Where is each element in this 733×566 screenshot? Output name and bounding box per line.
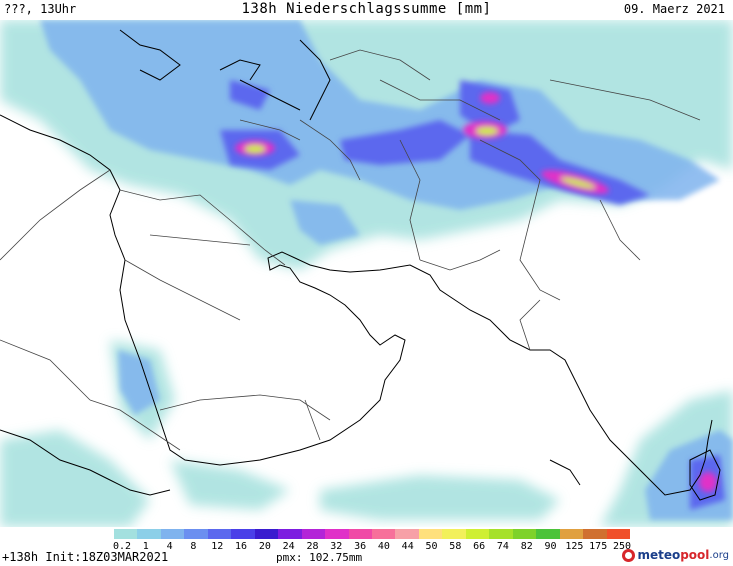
logo-text-org: .org [709,549,729,561]
max-precip-label: pmx: 102.75mm [276,551,363,564]
scale-tick-label: 40 [377,541,390,552]
precip-scale-labels: 0.2 1 4 8 12 16 20 24 28 32 36 40 44 50 58 66 74 82 90 125 1… [112,541,632,553]
scale-swatch [606,529,630,539]
valid-time-label: ???, 13Uhr [4,2,77,16]
scale-tick-label: 58 [449,541,462,552]
scale-tick-label: 82 [520,541,533,552]
map-header: ???, 13Uhr 138h Niederschlagssumme [mm] … [0,0,733,20]
scale-swatch [137,529,161,539]
scale-swatch [371,529,396,539]
scale-tick-label: 175 [589,541,608,552]
scale-tick-label: 36 [354,541,367,552]
scale-tick-label: 32 [330,541,343,552]
scale-tick-label: 16 [235,541,248,552]
scale-tick-label: 0.2 [112,541,132,552]
logo-text-pool: pool [680,548,710,562]
precip-color-scale [114,529,630,539]
scale-swatch [254,529,279,539]
logo-text-meteo: meteo [637,548,681,562]
scale-swatch [418,529,443,539]
scale-swatch [231,529,255,539]
scale-tick-label: 66 [473,541,486,552]
scale-swatch [395,529,419,539]
scale-swatch [114,529,138,539]
map-canvas [0,20,733,527]
scale-swatch [465,529,490,539]
scale-swatch [489,529,513,539]
scale-tick-label: 125 [565,541,584,552]
scale-swatch [184,529,208,539]
scale-swatch [160,529,185,539]
scale-tick-label: 8 [190,541,197,552]
scale-swatch [559,529,584,539]
scale-swatch [442,529,466,539]
scale-swatch [512,529,537,539]
scale-tick-label: 250 [612,541,632,552]
precip-intense [235,92,717,492]
scale-tick-label: 1 [142,541,149,552]
scale-tick-label: 28 [306,541,319,552]
scale-tick-label: 4 [166,541,173,552]
scale-tick-label: 74 [496,541,509,552]
valid-date-label: 09. Maerz 2021 [623,2,725,16]
scale-swatch [348,529,372,539]
scale-tick-label: 24 [282,541,295,552]
scale-tick-label: 90 [544,541,557,552]
logo-icon [622,548,636,562]
scale-swatch [325,529,349,539]
scale-tick-label: 50 [425,541,438,552]
scale-swatch [278,529,302,539]
country-borders [0,49,701,451]
scale-swatch [583,529,607,539]
coastlines [0,29,721,501]
scale-tick-label: 44 [401,541,414,552]
map-title: 138h Niederschlagssumme [mm] [241,1,492,17]
meteopool-logo[interactable]: meteo pool .org [622,547,729,563]
scale-tick-label: 20 [258,541,271,552]
precipitation-map [0,20,733,527]
scale-swatch [301,529,326,539]
scale-swatch [536,529,560,539]
init-time-label: +138h Init:18Z03MAR2021 [2,550,169,564]
scale-swatch [207,529,232,539]
scale-tick-label: 12 [211,541,224,552]
